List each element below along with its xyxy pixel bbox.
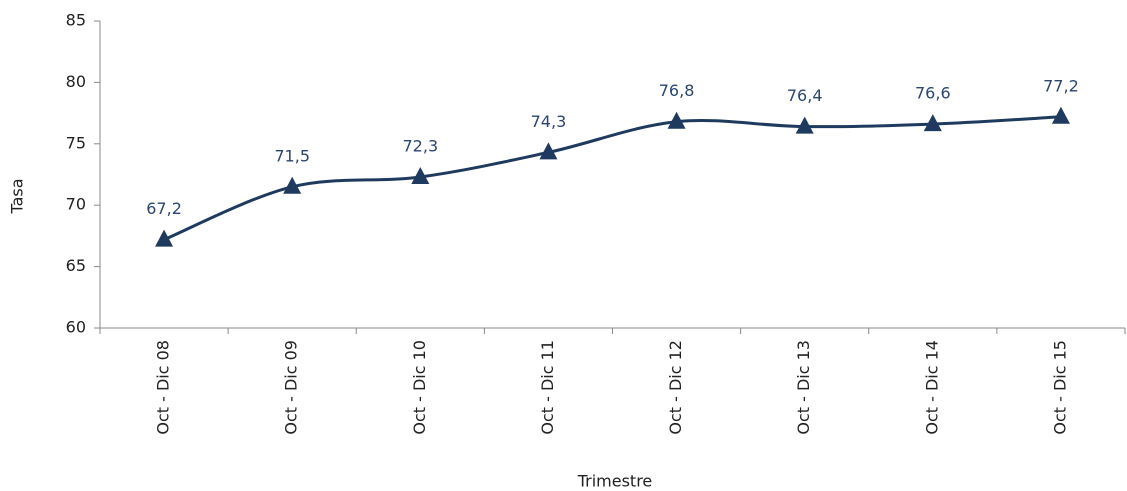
marker (1051, 106, 1070, 124)
value-label: 76,4 (787, 86, 823, 105)
value-label: 76,6 (915, 84, 951, 103)
marker (539, 142, 558, 160)
y-tick-label: 80 (66, 72, 86, 91)
x-tick-label: Oct - Dic 14 (922, 340, 941, 435)
x-tick-label: Oct - Dic 13 (794, 340, 813, 435)
line (163, 115, 1062, 241)
value-label: 74,3 (531, 112, 567, 131)
y-axis-title: Tasa (8, 178, 27, 214)
y-tick-label: 65 (66, 256, 86, 275)
x-tick-label: Oct - Dic 08 (154, 340, 173, 435)
y-tick-label: 75 (66, 133, 86, 152)
x-axis-title: Trimestre (577, 472, 653, 491)
marker (155, 229, 174, 247)
x-tick-label: Oct - Dic 10 (410, 340, 429, 435)
value-label: 72,3 (403, 136, 439, 155)
marker (411, 166, 430, 184)
value-label: 76,8 (659, 81, 695, 100)
x-tick-label: Oct - Dic 09 (282, 340, 301, 435)
marker (795, 116, 814, 134)
y-tick-label: 60 (66, 318, 86, 337)
value-label: 71,5 (274, 146, 310, 165)
value-label: 77,2 (1043, 76, 1079, 95)
x-tick-label: Oct - Dic 15 (1050, 340, 1069, 435)
marker (283, 176, 302, 194)
x-tick-label: Oct - Dic 11 (538, 340, 557, 435)
value-label: 67,2 (146, 199, 182, 218)
x-tick-label: Oct - Dic 12 (666, 340, 685, 435)
y-tick-label: 85 (66, 11, 86, 30)
marker (667, 111, 686, 129)
y-tick-label: 70 (66, 195, 86, 214)
marker (923, 114, 942, 132)
